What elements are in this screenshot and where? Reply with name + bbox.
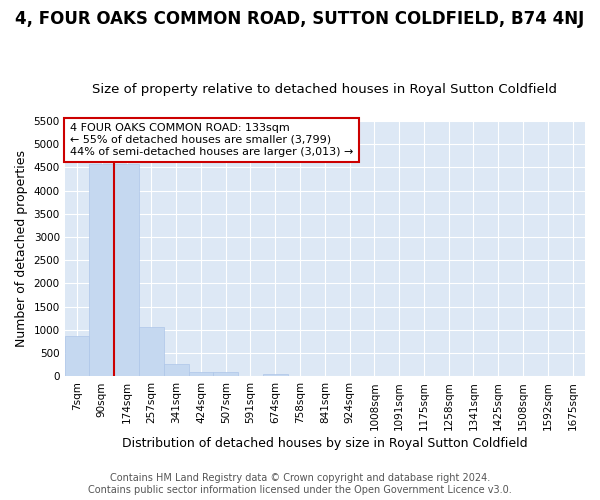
Bar: [263, 374, 287, 376]
Text: 4 FOUR OAKS COMMON ROAD: 133sqm
← 55% of detached houses are smaller (3,799)
44%: 4 FOUR OAKS COMMON ROAD: 133sqm ← 55% of…: [70, 124, 353, 156]
X-axis label: Distribution of detached houses by size in Royal Sutton Coldfield: Distribution of detached houses by size …: [122, 437, 527, 450]
Text: 4, FOUR OAKS COMMON ROAD, SUTTON COLDFIELD, B74 4NJ: 4, FOUR OAKS COMMON ROAD, SUTTON COLDFIE…: [16, 10, 584, 28]
Bar: [164, 364, 188, 376]
Bar: [89, 164, 114, 376]
Bar: [114, 164, 139, 376]
Bar: [65, 336, 89, 376]
Y-axis label: Number of detached properties: Number of detached properties: [15, 150, 28, 347]
Title: Size of property relative to detached houses in Royal Sutton Coldfield: Size of property relative to detached ho…: [92, 83, 557, 96]
Bar: [139, 327, 164, 376]
Text: Contains HM Land Registry data © Crown copyright and database right 2024.
Contai: Contains HM Land Registry data © Crown c…: [88, 474, 512, 495]
Bar: [188, 372, 214, 376]
Bar: [214, 372, 238, 376]
